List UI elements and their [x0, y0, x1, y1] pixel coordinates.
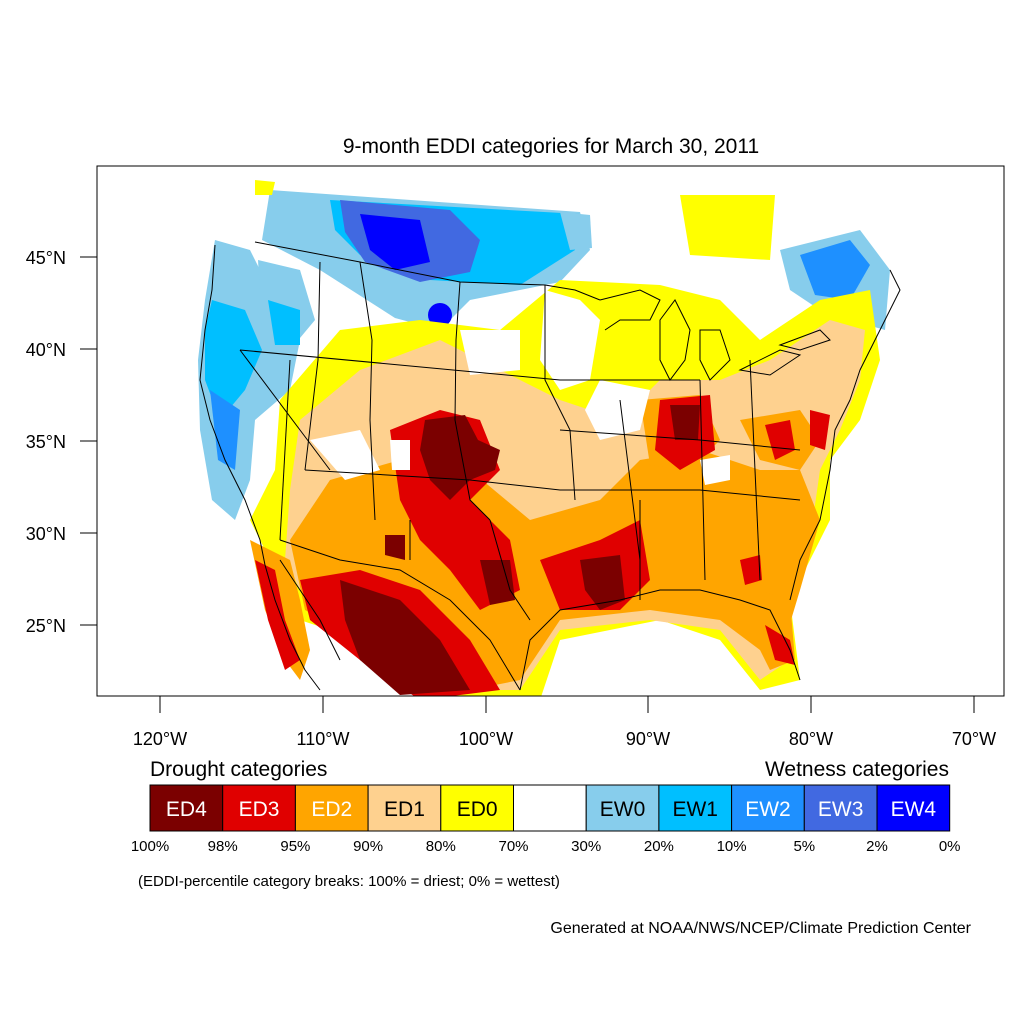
legend-break-label: 95%	[280, 838, 310, 855]
legend-swatch-label: ED2	[311, 798, 352, 821]
legend-swatch-label: EW3	[818, 798, 864, 821]
legend-break-label: 98%	[208, 838, 238, 855]
legend-swatch	[876, 784, 951, 832]
credit-line: Generated at NOAA/NWS/NCEP/Climate Predi…	[550, 920, 971, 937]
lat-label: 25°N	[26, 616, 66, 636]
legend-note: (EDDI-percentile category breaks: 100% =…	[138, 873, 560, 890]
legend-swatch-label: ED0	[457, 798, 498, 821]
near-normal-areas	[310, 290, 730, 485]
map-panel	[97, 166, 1004, 696]
legend-break-label: 80%	[426, 838, 456, 855]
lon-label: 80°W	[789, 729, 833, 749]
legend-break-label: 10%	[717, 838, 747, 855]
lon-label: 110°W	[297, 729, 350, 749]
lat-label: 45°N	[26, 248, 66, 268]
lat-label: 35°N	[26, 432, 66, 452]
lon-label: 70°W	[952, 729, 996, 749]
legend-break-label: 5%	[793, 838, 815, 855]
legend-break-label: 0%	[939, 838, 961, 855]
legend-color-bar: ED4 ED3 ED2 ED1 ED0 EW0 EW1 EW2 EW3 EW4	[149, 784, 951, 832]
lon-label: 120°W	[133, 729, 187, 749]
legend-break-label: 30%	[571, 838, 601, 855]
legend-break-label: 2%	[866, 838, 888, 855]
legend-swatch-label: EW1	[672, 798, 718, 821]
map-frame	[96, 165, 1005, 697]
wetness-heading: Wetness categories	[765, 758, 949, 781]
drought-areas	[250, 180, 880, 696]
legend: Drought categories Wetness categories ED…	[131, 758, 961, 890]
legend-swatch	[440, 784, 514, 832]
legend-break-label: 90%	[353, 838, 383, 855]
legend-break-label: 100%	[131, 838, 169, 855]
lat-label: 40°N	[26, 340, 66, 360]
legend-break-label: 70%	[498, 838, 528, 855]
legend-swatch-label: EW2	[745, 798, 791, 821]
longitude-axis: 120°W 110°W 100°W 90°W 80°W 70°W	[133, 696, 996, 749]
legend-swatch-label: EW0	[600, 798, 646, 821]
legend-swatch	[367, 784, 442, 832]
map-title: 9-month EDDI categories for March 30, 20…	[343, 135, 759, 158]
latitude-axis: 45°N 40°N 35°N 30°N 25°N	[26, 248, 97, 636]
legend-swatch	[658, 784, 733, 832]
lon-label: 90°W	[626, 729, 670, 749]
legend-swatch	[513, 784, 587, 832]
legend-swatch	[222, 784, 296, 832]
lat-label: 30°N	[26, 524, 66, 544]
legend-swatch-label: ED3	[239, 798, 280, 821]
legend-breaks: 100% 98% 95% 90% 80% 70% 30% 20% 10% 5% 2% 0%	[131, 838, 961, 855]
legend-swatch-label: ED1	[384, 798, 425, 821]
boundaries	[199, 241, 901, 691]
legend-swatch-label: EW4	[891, 798, 937, 821]
legend-swatch-label: ED4	[166, 798, 207, 821]
legend-swatch	[731, 784, 805, 832]
drought-heading: Drought categories	[150, 758, 327, 781]
wet-areas	[198, 190, 890, 520]
legend-break-label: 20%	[644, 838, 674, 855]
legend-swatch	[803, 784, 878, 832]
lon-label: 100°W	[459, 729, 513, 749]
